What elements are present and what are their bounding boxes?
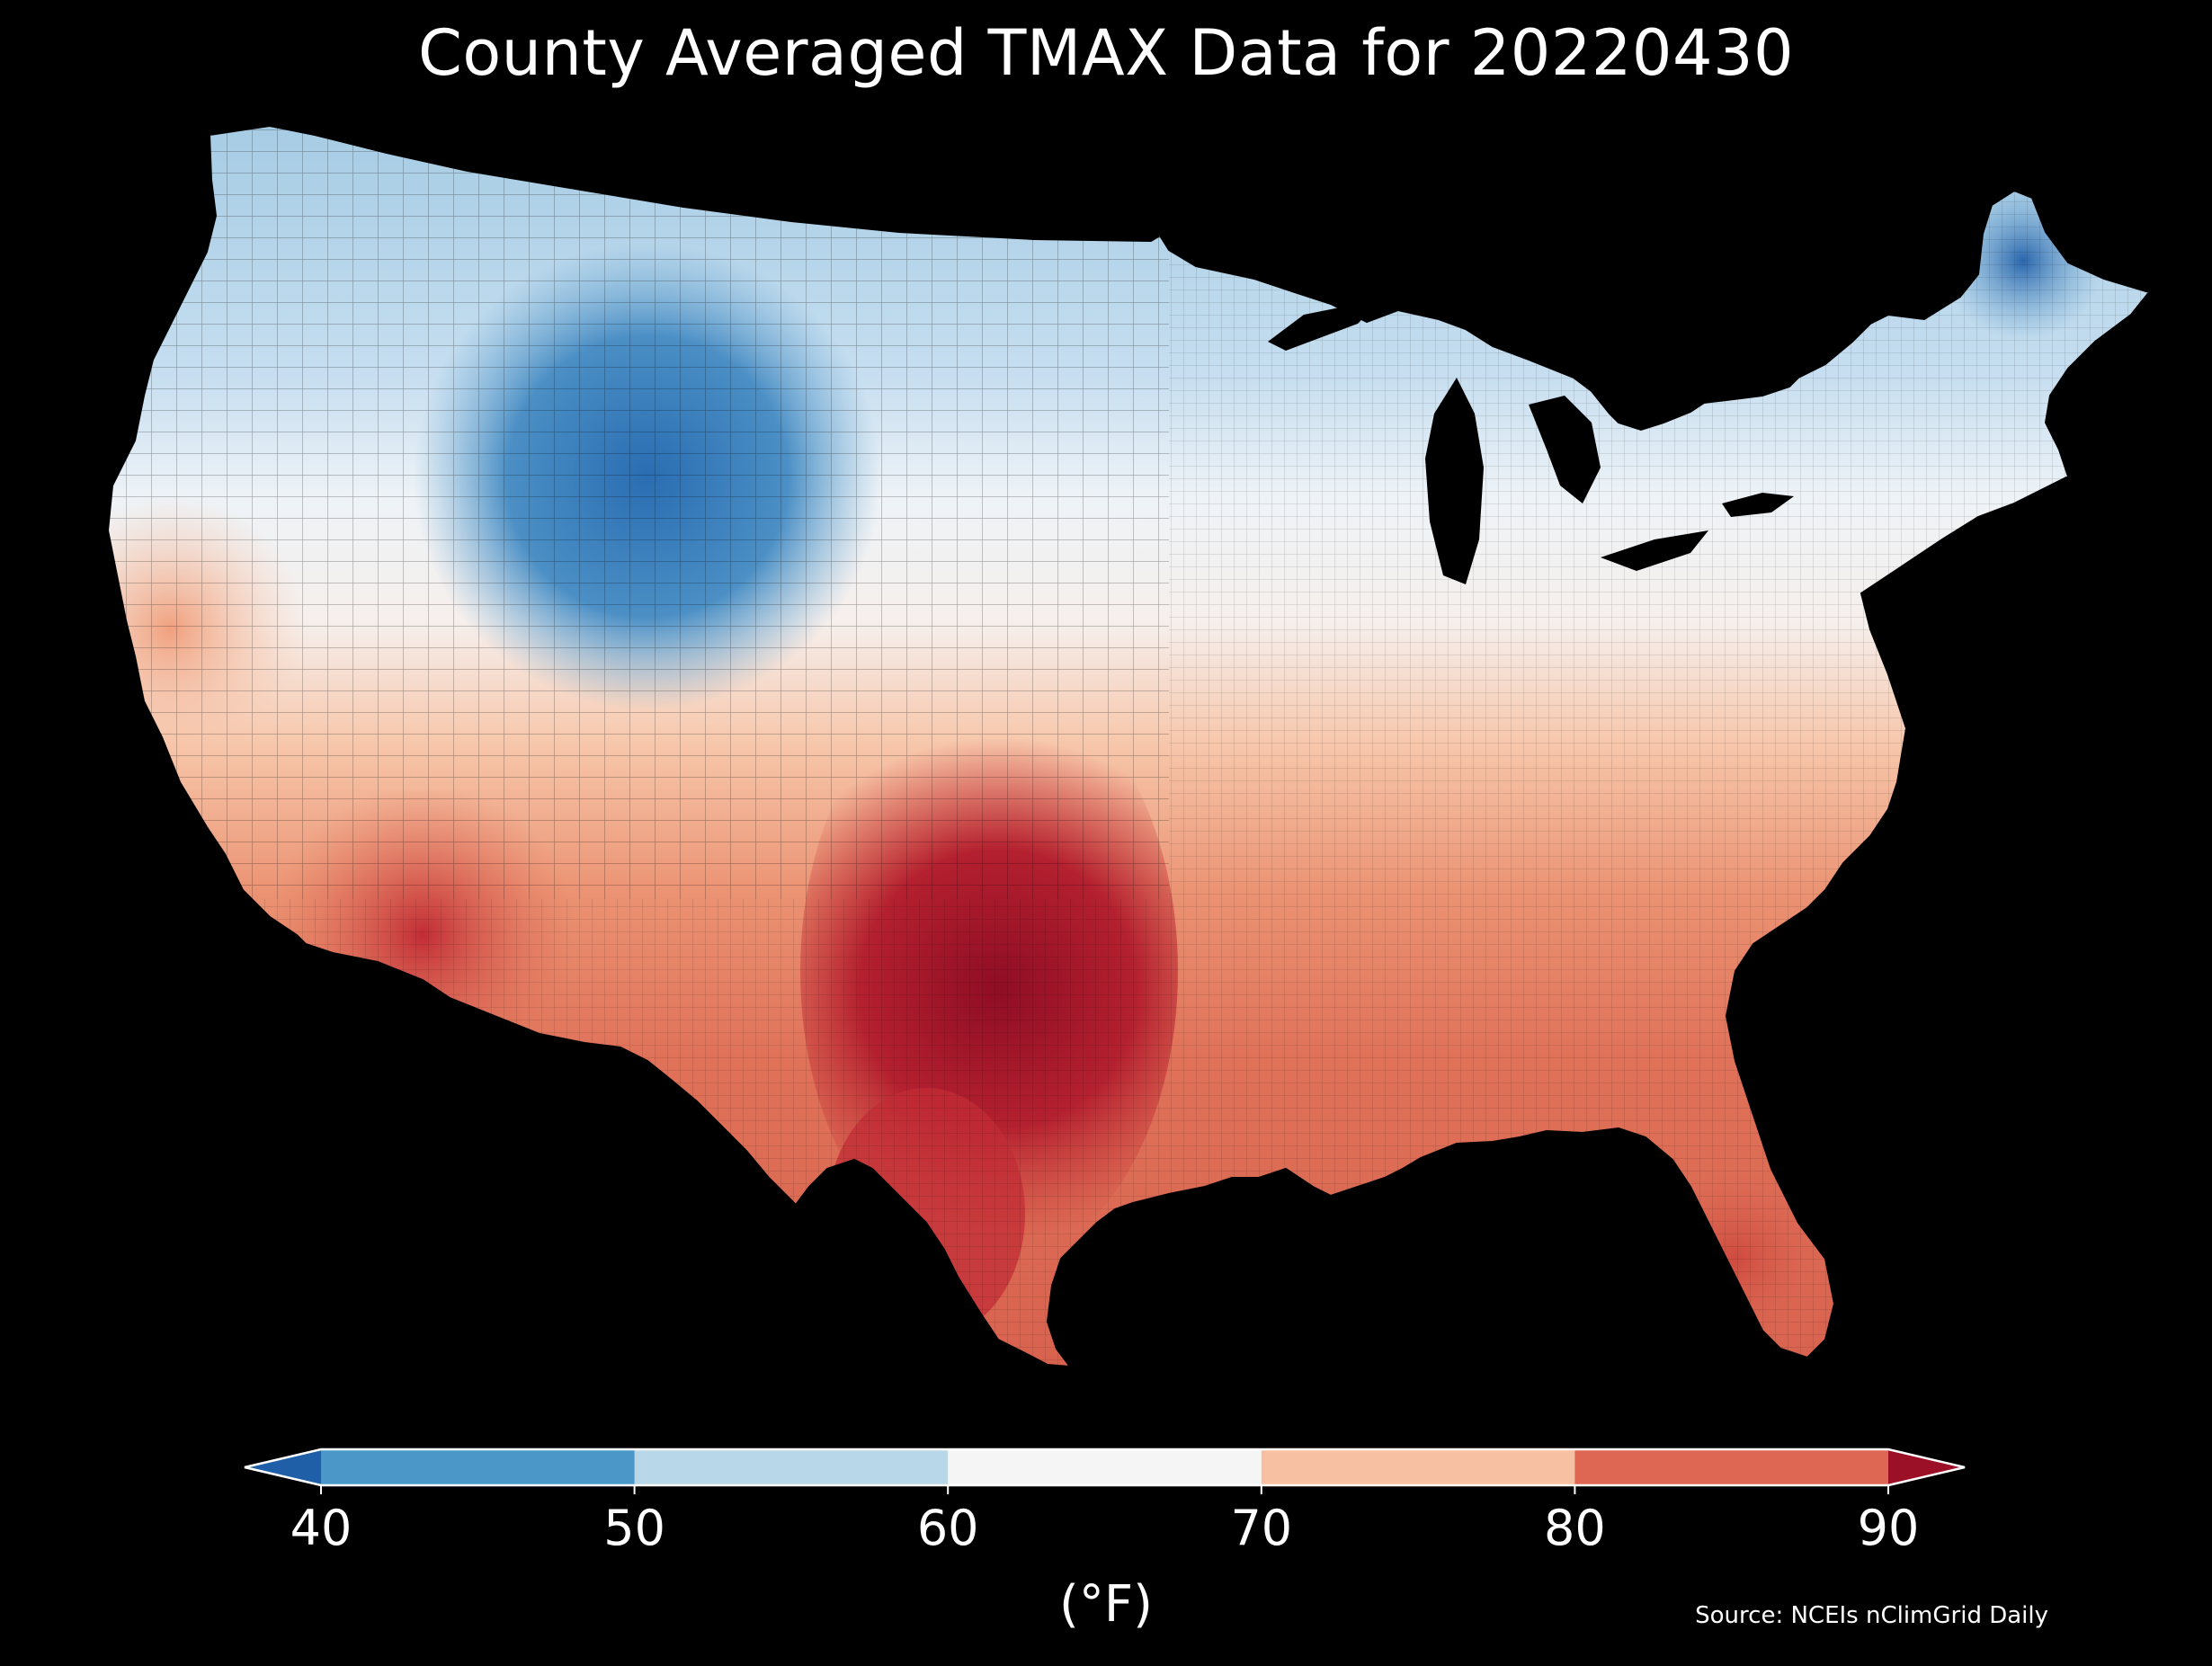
- lake-ontario: [1722, 493, 1794, 517]
- colorbar-tick-label: 50: [603, 1500, 665, 1556]
- lake-erie: [1601, 530, 1708, 571]
- colorbar-bin: [321, 1449, 636, 1485]
- colorbar-tick-label: 70: [1230, 1500, 1292, 1556]
- colorbar-bin: [1574, 1449, 1889, 1485]
- colorbar-tick-label: 80: [1544, 1500, 1606, 1556]
- lake-superior: [1268, 297, 1385, 351]
- colorbar-unit-label: (°F): [1059, 1575, 1153, 1634]
- colorbar-tick-label: 60: [917, 1500, 979, 1556]
- colorbar-ticks: 40 50 60 70 80 90: [290, 1485, 1920, 1556]
- colorbar-bins: [245, 1449, 1965, 1485]
- lake-huron: [1529, 396, 1601, 503]
- colorbar-extend-low: [245, 1449, 321, 1485]
- colorbar-extend-high: [1888, 1449, 1965, 1485]
- source-credit: Source: NCEIs nClimGrid Daily: [1695, 1602, 2048, 1629]
- chart-title: County Averaged TMAX Data for 20220430: [417, 16, 1795, 90]
- colorbar-bin: [1261, 1449, 1575, 1485]
- lake-michigan: [1425, 378, 1484, 584]
- colorbar-tick-label: 90: [1858, 1500, 1920, 1556]
- colorbar-tick-label: 40: [290, 1500, 352, 1556]
- colorbar-bin: [634, 1449, 949, 1485]
- colorbar-bin: [948, 1449, 1262, 1485]
